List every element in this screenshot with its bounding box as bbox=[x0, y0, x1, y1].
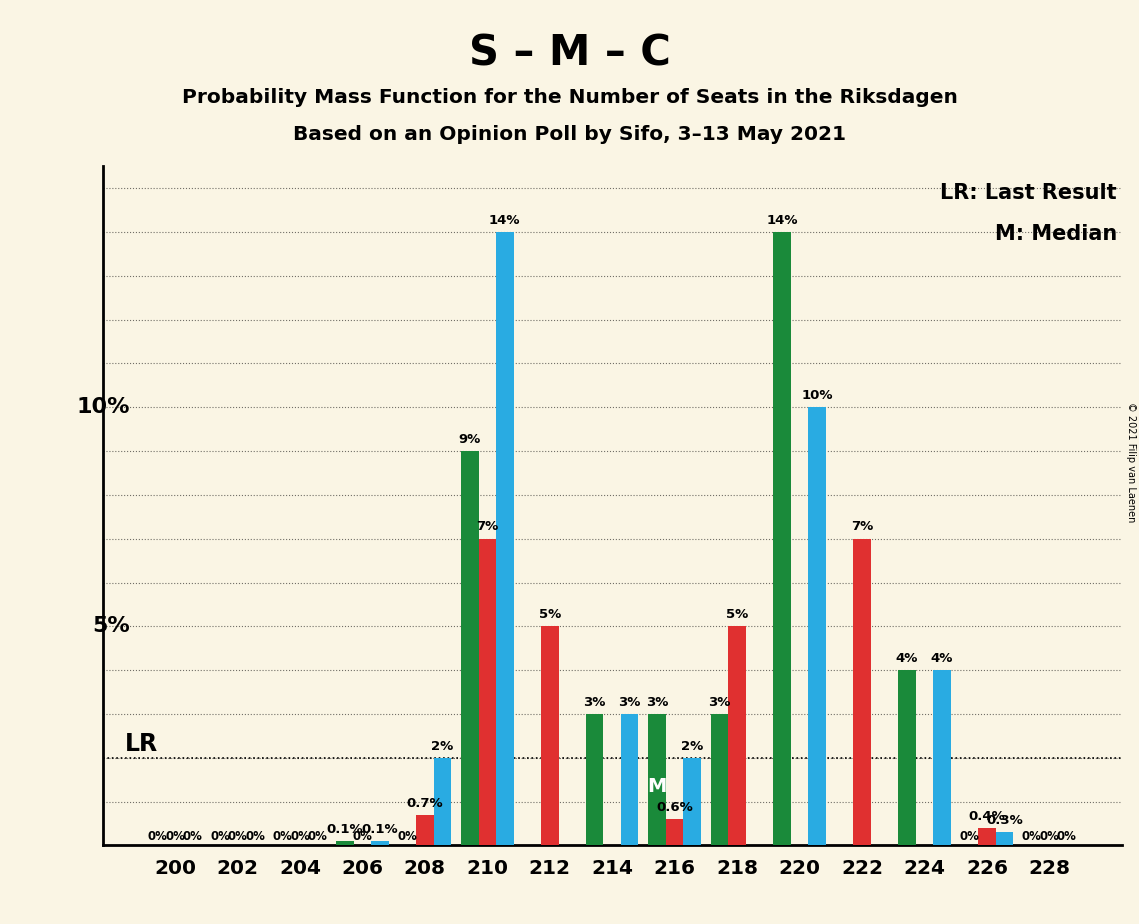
Text: 0%: 0% bbox=[352, 831, 372, 844]
Text: 0%: 0% bbox=[308, 831, 327, 844]
Text: 7%: 7% bbox=[851, 520, 874, 533]
Bar bbox=[497, 232, 514, 845]
Bar bbox=[461, 451, 478, 845]
Text: 0.4%: 0.4% bbox=[968, 809, 1006, 822]
Text: LR: Last Result: LR: Last Result bbox=[940, 183, 1117, 203]
Text: LR: LR bbox=[125, 732, 158, 756]
Text: 0.3%: 0.3% bbox=[986, 814, 1023, 827]
Text: 3%: 3% bbox=[708, 696, 731, 709]
Bar bbox=[648, 714, 666, 845]
Text: 10%: 10% bbox=[76, 397, 130, 418]
Bar bbox=[336, 841, 354, 845]
Text: 7%: 7% bbox=[476, 520, 499, 533]
Text: 5%: 5% bbox=[539, 608, 560, 621]
Bar bbox=[809, 407, 826, 845]
Text: 3%: 3% bbox=[583, 696, 606, 709]
Text: 0%: 0% bbox=[148, 831, 167, 844]
Bar bbox=[371, 841, 388, 845]
Text: 0%: 0% bbox=[398, 831, 417, 844]
Bar bbox=[683, 758, 700, 845]
Text: 9%: 9% bbox=[459, 432, 481, 446]
Text: 4%: 4% bbox=[931, 652, 953, 665]
Text: 5%: 5% bbox=[726, 608, 748, 621]
Text: 2%: 2% bbox=[681, 739, 703, 752]
Bar bbox=[711, 714, 728, 845]
Text: 0%: 0% bbox=[228, 831, 247, 844]
Text: 0.6%: 0.6% bbox=[656, 801, 693, 814]
Bar bbox=[478, 539, 497, 845]
Bar bbox=[995, 833, 1013, 845]
Text: 0%: 0% bbox=[245, 831, 265, 844]
Text: 0.1%: 0.1% bbox=[327, 822, 363, 836]
Text: 0%: 0% bbox=[182, 831, 203, 844]
Bar bbox=[899, 670, 916, 845]
Text: 0%: 0% bbox=[1040, 831, 1059, 844]
Text: 0%: 0% bbox=[1057, 831, 1076, 844]
Text: M: Median: M: Median bbox=[994, 224, 1117, 244]
Text: 2%: 2% bbox=[432, 739, 453, 752]
Text: 0.7%: 0.7% bbox=[407, 796, 443, 809]
Text: Based on an Opinion Poll by Sifo, 3–13 May 2021: Based on an Opinion Poll by Sifo, 3–13 M… bbox=[293, 125, 846, 144]
Text: Probability Mass Function for the Number of Seats in the Riksdagen: Probability Mass Function for the Number… bbox=[181, 88, 958, 107]
Text: 10%: 10% bbox=[802, 389, 833, 402]
Bar bbox=[541, 626, 558, 845]
Text: 0%: 0% bbox=[210, 831, 230, 844]
Text: 0%: 0% bbox=[290, 831, 310, 844]
Bar bbox=[621, 714, 639, 845]
Text: 4%: 4% bbox=[895, 652, 918, 665]
Bar bbox=[416, 815, 434, 845]
Text: M: M bbox=[647, 777, 666, 796]
Bar bbox=[978, 828, 995, 845]
Text: 3%: 3% bbox=[646, 696, 669, 709]
Text: 0%: 0% bbox=[959, 831, 980, 844]
Bar bbox=[933, 670, 951, 845]
Bar bbox=[773, 232, 790, 845]
Text: 0%: 0% bbox=[1022, 831, 1042, 844]
Bar bbox=[666, 820, 683, 845]
Text: 3%: 3% bbox=[618, 696, 641, 709]
Text: 0%: 0% bbox=[165, 831, 185, 844]
Bar bbox=[434, 758, 451, 845]
Bar bbox=[585, 714, 604, 845]
Bar bbox=[853, 539, 870, 845]
Text: 14%: 14% bbox=[489, 213, 521, 226]
Bar bbox=[728, 626, 746, 845]
Text: 0%: 0% bbox=[272, 831, 293, 844]
Text: © 2021 Filip van Laenen: © 2021 Filip van Laenen bbox=[1126, 402, 1136, 522]
Text: S – M – C: S – M – C bbox=[468, 32, 671, 74]
Text: 5%: 5% bbox=[92, 616, 130, 637]
Text: 14%: 14% bbox=[767, 213, 797, 226]
Text: 0.1%: 0.1% bbox=[361, 822, 399, 836]
